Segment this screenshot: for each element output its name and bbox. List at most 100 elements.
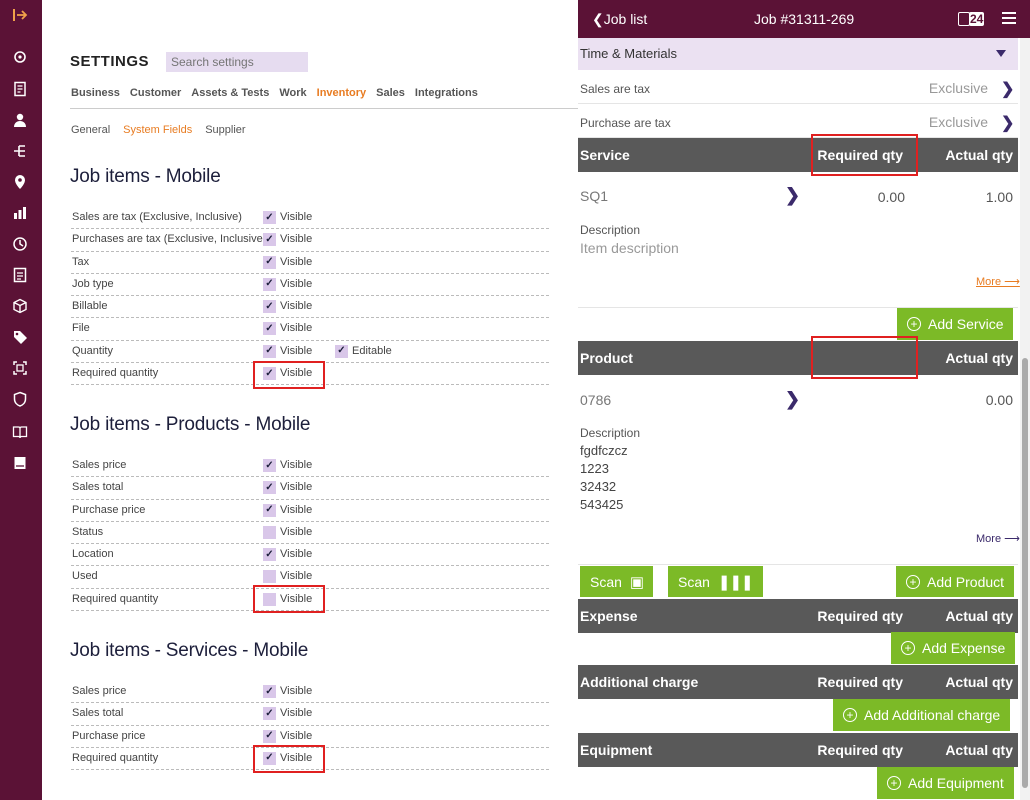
product-description-value[interactable]: fgdfczcz 1223 32432 543425 [580, 442, 628, 514]
scan-barcode-button[interactable]: Scan ❚❚❚ [668, 566, 763, 597]
add-expense-button[interactable]: + Add Expense [891, 632, 1016, 664]
service-description-value[interactable]: Item description [580, 240, 679, 256]
visible-checkbox[interactable]: ✓ [263, 255, 276, 269]
clock-icon[interactable] [11, 235, 29, 253]
visible-checkbox[interactable]: ✓ [263, 233, 276, 247]
chevron-right-icon[interactable]: ❯ [785, 185, 801, 205]
hamburger-menu-icon[interactable] [1002, 12, 1016, 24]
settings-row: Quantity ✓ Visible ✓ Editable [71, 341, 549, 364]
subtab-general[interactable]: General [71, 124, 111, 136]
subtab-supplier[interactable]: Supplier [205, 124, 246, 136]
visible-checkbox[interactable]: ✓ [263, 707, 276, 721]
visible-checkbox[interactable]: ✓ [263, 344, 276, 358]
visible-label: Visible [280, 459, 313, 471]
dashboard-icon[interactable] [11, 204, 29, 222]
person-icon[interactable] [11, 111, 29, 129]
sales-tax-row[interactable]: Sales are tax Exclusive ❯ [578, 71, 1018, 104]
checklist-icon[interactable] [11, 266, 29, 284]
add-additional-charge-button[interactable]: + Add Additional charge [833, 699, 1011, 731]
scan-icon[interactable] [11, 359, 29, 377]
time-materials-label: Time & Materials [580, 46, 678, 61]
add-equipment-button[interactable]: + Add Equipment [877, 767, 1014, 799]
service-more-link[interactable]: More ⟶ [976, 276, 1020, 288]
additional-charge-col: Additional charge [580, 674, 699, 690]
highlight-box [253, 585, 325, 613]
visible-checkbox[interactable]: ✓ [263, 367, 276, 381]
plus-circle-icon: + [901, 641, 915, 655]
product-item-code[interactable]: 0786 [580, 392, 612, 408]
shield-icon[interactable] [11, 390, 29, 408]
service-col: Service [580, 147, 630, 163]
product-description-label: Description [580, 426, 641, 440]
product-more-link[interactable]: More ⟶ [976, 533, 1020, 545]
cube-icon[interactable] [11, 297, 29, 315]
field-label: Purchase price [72, 729, 146, 742]
visible-checkbox[interactable]: ✓ [263, 751, 276, 765]
visible-checkbox[interactable]: ✓ [263, 685, 276, 698]
tab-business[interactable]: Business [71, 87, 120, 99]
section-title-job-items-services-mobile: Job items - Services - Mobile [70, 640, 309, 661]
field-label: Job type [72, 277, 114, 290]
calendar-button[interactable]: 24 [958, 10, 986, 28]
book-icon[interactable] [11, 423, 29, 441]
actual-qty-col: Actual qty [945, 350, 1013, 366]
visible-checkbox[interactable] [263, 592, 276, 606]
chevron-right-icon[interactable]: ❯ [785, 389, 801, 409]
divider [578, 307, 1018, 308]
visible-checkbox[interactable]: ✓ [263, 322, 276, 336]
tag-icon[interactable] [11, 328, 29, 346]
additional-charge-header-bar: Additional charge Required qty Actual qt… [578, 665, 1018, 699]
calendar-badge: 24 [969, 12, 985, 26]
tab-assets-tests[interactable]: Assets & Tests [191, 87, 270, 99]
search-settings-input[interactable] [166, 52, 308, 72]
settings-row: Sales price ✓ Visible [71, 681, 549, 704]
visible-label: Visible [280, 525, 313, 538]
tab-sales[interactable]: Sales [376, 87, 405, 99]
visible-checkbox[interactable] [263, 570, 276, 584]
time-materials-dropdown[interactable]: Time & Materials [578, 38, 1018, 70]
visible-checkbox[interactable]: ✓ [263, 459, 276, 472]
description-line: 1223 [580, 461, 609, 476]
field-label: Sales total [72, 481, 124, 494]
back-to-job-list-link[interactable]: ❮Job list [592, 11, 647, 28]
field-label: Quantity [72, 344, 113, 357]
service-item-code[interactable]: SQ1 [580, 188, 609, 204]
visible-checkbox[interactable]: ✓ [263, 277, 276, 291]
scan-qr-button[interactable]: Scan ▣ [580, 566, 654, 597]
actual-qty-col: Actual qty [945, 674, 1013, 690]
tab-integrations[interactable]: Integrations [414, 87, 478, 99]
visible-label: Visible [280, 344, 313, 357]
add-service-button[interactable]: + Add Service [897, 308, 1014, 340]
map-pin-icon[interactable] [11, 173, 29, 191]
purchase-tax-row[interactable]: Purchase are tax Exclusive ❯ [578, 105, 1018, 138]
hierarchy-icon[interactable] [11, 142, 29, 160]
scrollbar[interactable] [1020, 38, 1030, 800]
tab-inventory[interactable]: Inventory [316, 87, 367, 99]
tab-customer[interactable]: Customer [129, 87, 182, 99]
product-actual-qty[interactable]: 0.00 [985, 392, 1013, 408]
visible-checkbox[interactable]: ✓ [263, 548, 276, 562]
visible-checkbox[interactable]: ✓ [263, 729, 276, 743]
editable-checkbox[interactable]: ✓ [335, 344, 348, 358]
visible-checkbox[interactable]: ✓ [263, 211, 276, 224]
visible-label: Visible [280, 367, 313, 380]
subtab-system-fields[interactable]: System Fields [123, 124, 193, 136]
scrollbar-thumb[interactable] [1022, 358, 1028, 788]
visible-checkbox[interactable]: ✓ [263, 481, 276, 495]
add-product-button[interactable]: + Add Product [896, 566, 1015, 597]
visible-checkbox[interactable] [263, 525, 276, 539]
visible-label: Visible [280, 300, 313, 313]
service-actual-qty[interactable]: 1.00 [985, 189, 1013, 205]
settings-row: Required quantity Visible [71, 589, 549, 612]
tab-work[interactable]: Work [279, 87, 307, 99]
page-title: SETTINGS [70, 53, 150, 70]
expand-icon[interactable] [11, 6, 29, 24]
service-required-qty[interactable]: 0.00 [877, 189, 905, 205]
notebook-icon[interactable] [11, 454, 29, 472]
expense-header-bar: Expense Required qty Actual qty [578, 599, 1018, 633]
location-tag-icon[interactable] [11, 49, 29, 67]
document-icon[interactable] [11, 80, 29, 98]
settings-row: Tax ✓ Visible [71, 252, 549, 274]
visible-checkbox[interactable]: ✓ [263, 300, 276, 314]
visible-checkbox[interactable]: ✓ [263, 503, 276, 517]
